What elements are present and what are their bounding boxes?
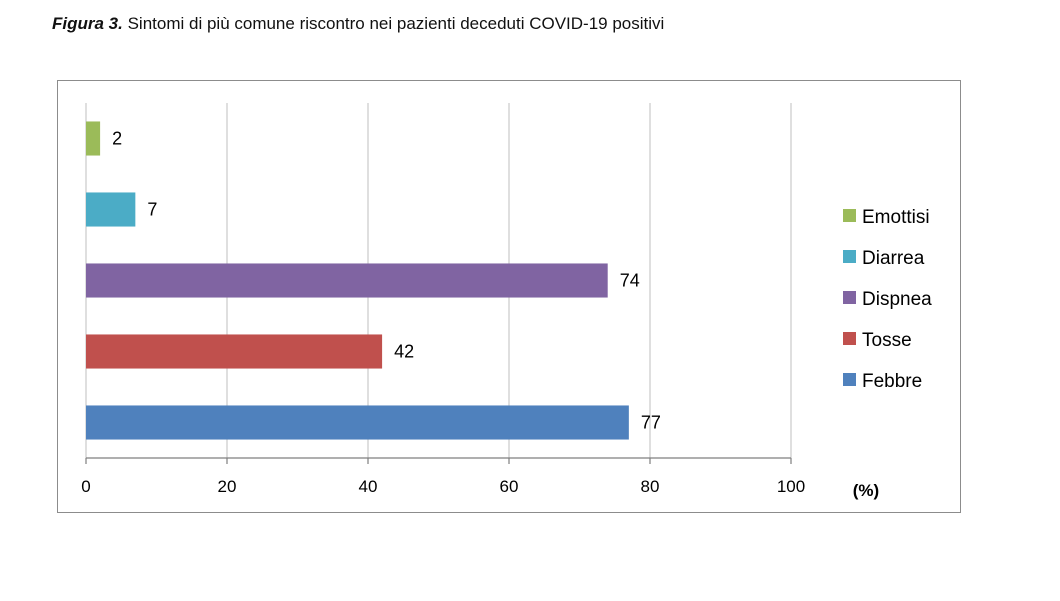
x-tick-label-60: 60 — [500, 477, 519, 496]
x-tick-label-40: 40 — [359, 477, 378, 496]
chart-frame: 0 20 40 60 80 100 (%) 77 42 74 7 2 Emottisi Diarrea Di… — [57, 80, 961, 513]
legend-swatch-diarrea — [843, 250, 856, 263]
bar-tosse — [86, 334, 383, 369]
bar-chart: 0 20 40 60 80 100 (%) 77 42 74 7 2 Emottisi Diarrea Di… — [81, 103, 932, 500]
bar-diarrea — [86, 192, 136, 227]
figure-caption-text: Sintomi di più comune riscontro nei pazi… — [127, 14, 665, 33]
x-tick-label-20: 20 — [218, 477, 237, 496]
legend-label-tosse: Tosse — [862, 330, 912, 351]
value-label-emottisi: 2 — [112, 129, 122, 149]
x-tick-label-80: 80 — [641, 477, 660, 496]
legend-label-emottisi: Emottisi — [862, 207, 930, 228]
bar-emottisi — [86, 121, 101, 156]
legend-swatch-febbre — [843, 373, 856, 386]
value-label-diarrea: 7 — [147, 200, 157, 220]
legend-label-dispnea: Dispnea — [862, 289, 932, 310]
bar-febbre — [86, 405, 629, 440]
legend-label-febbre: Febbre — [862, 371, 922, 392]
value-label-dispnea: 74 — [620, 271, 640, 291]
legend-label-diarrea: Diarrea — [862, 248, 925, 269]
x-axis-unit-label: (%) — [853, 481, 879, 500]
x-tick-label-0: 0 — [81, 477, 90, 496]
x-tick-label-100: 100 — [777, 477, 805, 496]
legend-swatch-tosse — [843, 332, 856, 345]
value-label-febbre: 77 — [641, 413, 661, 433]
legend-swatch-dispnea — [843, 291, 856, 304]
value-label-tosse: 42 — [394, 342, 414, 362]
bar-dispnea — [86, 263, 608, 298]
legend-swatch-emottisi — [843, 209, 856, 222]
figure-caption-label: Figura 3. — [52, 14, 123, 33]
figure-caption: Figura 3. Sintomi di più comune riscontr… — [52, 14, 664, 34]
